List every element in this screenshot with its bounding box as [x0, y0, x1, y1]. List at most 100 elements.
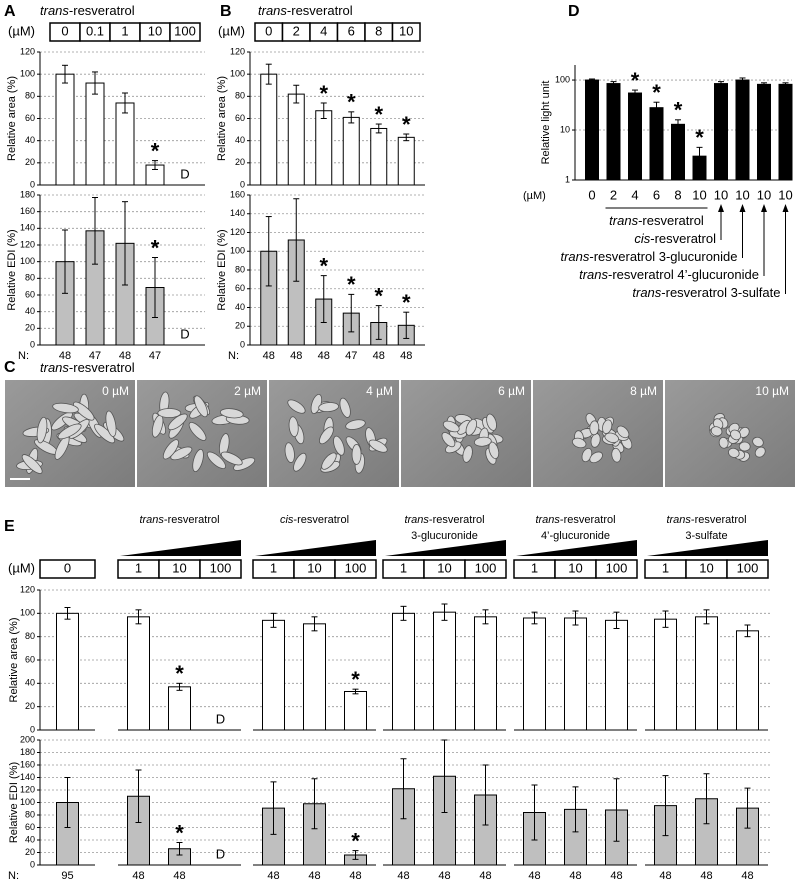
- annotation: *: [151, 138, 160, 163]
- category-box: [726, 559, 769, 579]
- error-bar: [662, 610, 669, 628]
- category-box: [391, 22, 421, 42]
- error-bar: [613, 611, 620, 629]
- error-bar: [403, 133, 410, 142]
- cell-shape: [233, 457, 256, 471]
- cell-shape: [441, 432, 456, 448]
- y-tick-label: 100: [20, 69, 35, 79]
- unit-label: (µM): [218, 23, 245, 38]
- n-value: 48: [400, 350, 412, 362]
- bar: [56, 612, 79, 731]
- category-label: 1: [662, 560, 669, 575]
- annotation: *: [402, 290, 411, 315]
- y-tick-label: 1: [565, 174, 570, 184]
- category-label: 10: [699, 560, 713, 575]
- error-bar: [135, 769, 142, 823]
- error-bar: [589, 78, 595, 82]
- bar: [344, 691, 367, 731]
- y-tick-label: 40: [25, 306, 35, 316]
- annotation: D: [216, 711, 225, 726]
- y-tick-label: 20: [25, 323, 35, 333]
- y-tick-label: 0: [240, 179, 245, 189]
- y-tick-label: 40: [25, 135, 35, 145]
- n-value: 48: [119, 350, 131, 362]
- y-tick-label: 80: [25, 809, 35, 819]
- annotation: D: [180, 326, 189, 341]
- n-label: N:: [8, 870, 19, 882]
- cell-shape: [589, 451, 603, 464]
- error-bar: [135, 609, 142, 625]
- category-box: [199, 559, 242, 579]
- bar: [168, 686, 191, 731]
- y-tick-label: 0: [30, 179, 35, 189]
- annotation: D: [216, 846, 225, 861]
- y-tick-label: 20: [235, 321, 245, 331]
- group-title: 3-glucuronide: [411, 530, 478, 542]
- bar: [397, 136, 415, 186]
- annotation: *: [631, 68, 640, 93]
- error-bar: [375, 123, 382, 134]
- bar: [671, 123, 685, 181]
- dose-ramp: [255, 540, 376, 556]
- annotation: *: [351, 828, 360, 853]
- cell-shape: [333, 435, 345, 456]
- error-bar: [675, 119, 681, 131]
- panel-label: B: [220, 3, 232, 20]
- unit-label: (µM): [523, 190, 546, 202]
- error-bar: [352, 850, 359, 860]
- image-label: 0 µM: [102, 384, 129, 398]
- error-bar: [441, 603, 448, 621]
- cell-shape: [192, 448, 204, 472]
- cell-shape: [157, 408, 182, 418]
- cell-shape: [710, 426, 723, 437]
- n-value: 48: [610, 870, 622, 882]
- y-tick-label: 40: [235, 135, 245, 145]
- y-tick-label: 120: [20, 584, 35, 594]
- y-tick-label: 60: [25, 289, 35, 299]
- y-tick-label: 20: [25, 701, 35, 711]
- unit-label: (µM): [8, 560, 35, 575]
- error-bar: [482, 764, 489, 826]
- panel-label: A: [4, 3, 16, 20]
- n-value: 48: [659, 870, 671, 882]
- bar: [714, 83, 728, 181]
- bar: [303, 623, 326, 731]
- cell-shape: [488, 441, 500, 459]
- cell-shape: [21, 454, 43, 474]
- n-value: 48: [308, 870, 320, 882]
- bar: [757, 83, 771, 181]
- cell-shape: [571, 437, 587, 449]
- y-tick-label: 100: [20, 608, 35, 618]
- error-bar: [348, 293, 355, 333]
- cell-shape: [288, 416, 299, 438]
- n-value: 48: [263, 350, 275, 362]
- arrow-label: cis-resveratrol: [634, 231, 716, 246]
- y-tick-label: 100: [555, 74, 570, 84]
- n-value: 48: [569, 870, 581, 882]
- unit-label: (µM): [8, 23, 35, 38]
- error-bar: [703, 773, 710, 825]
- y-tick-label: 120: [20, 46, 35, 56]
- annotation: *: [374, 102, 383, 127]
- bar: [315, 110, 333, 186]
- y-tick-label: 140: [20, 772, 35, 782]
- y-tick-label: 80: [25, 273, 35, 283]
- annotation: *: [351, 667, 360, 692]
- cell-shape: [589, 420, 600, 436]
- cell-shape: [752, 436, 764, 448]
- dose-ramp: [647, 540, 768, 556]
- cell-shape: [293, 452, 307, 472]
- error-bar: [320, 275, 327, 323]
- cell-shape: [462, 445, 473, 463]
- panel-label: D: [568, 3, 580, 20]
- error-bar: [122, 92, 128, 114]
- category-label: 8: [375, 23, 382, 38]
- image-label: 6 µM: [498, 384, 525, 398]
- error-bar: [270, 612, 277, 628]
- annotation: D: [180, 166, 189, 181]
- error-bar: [739, 77, 746, 83]
- cell-shape: [206, 451, 226, 469]
- category-label: 1: [135, 560, 142, 575]
- error-bar: [718, 81, 724, 87]
- cell-shape: [738, 441, 751, 452]
